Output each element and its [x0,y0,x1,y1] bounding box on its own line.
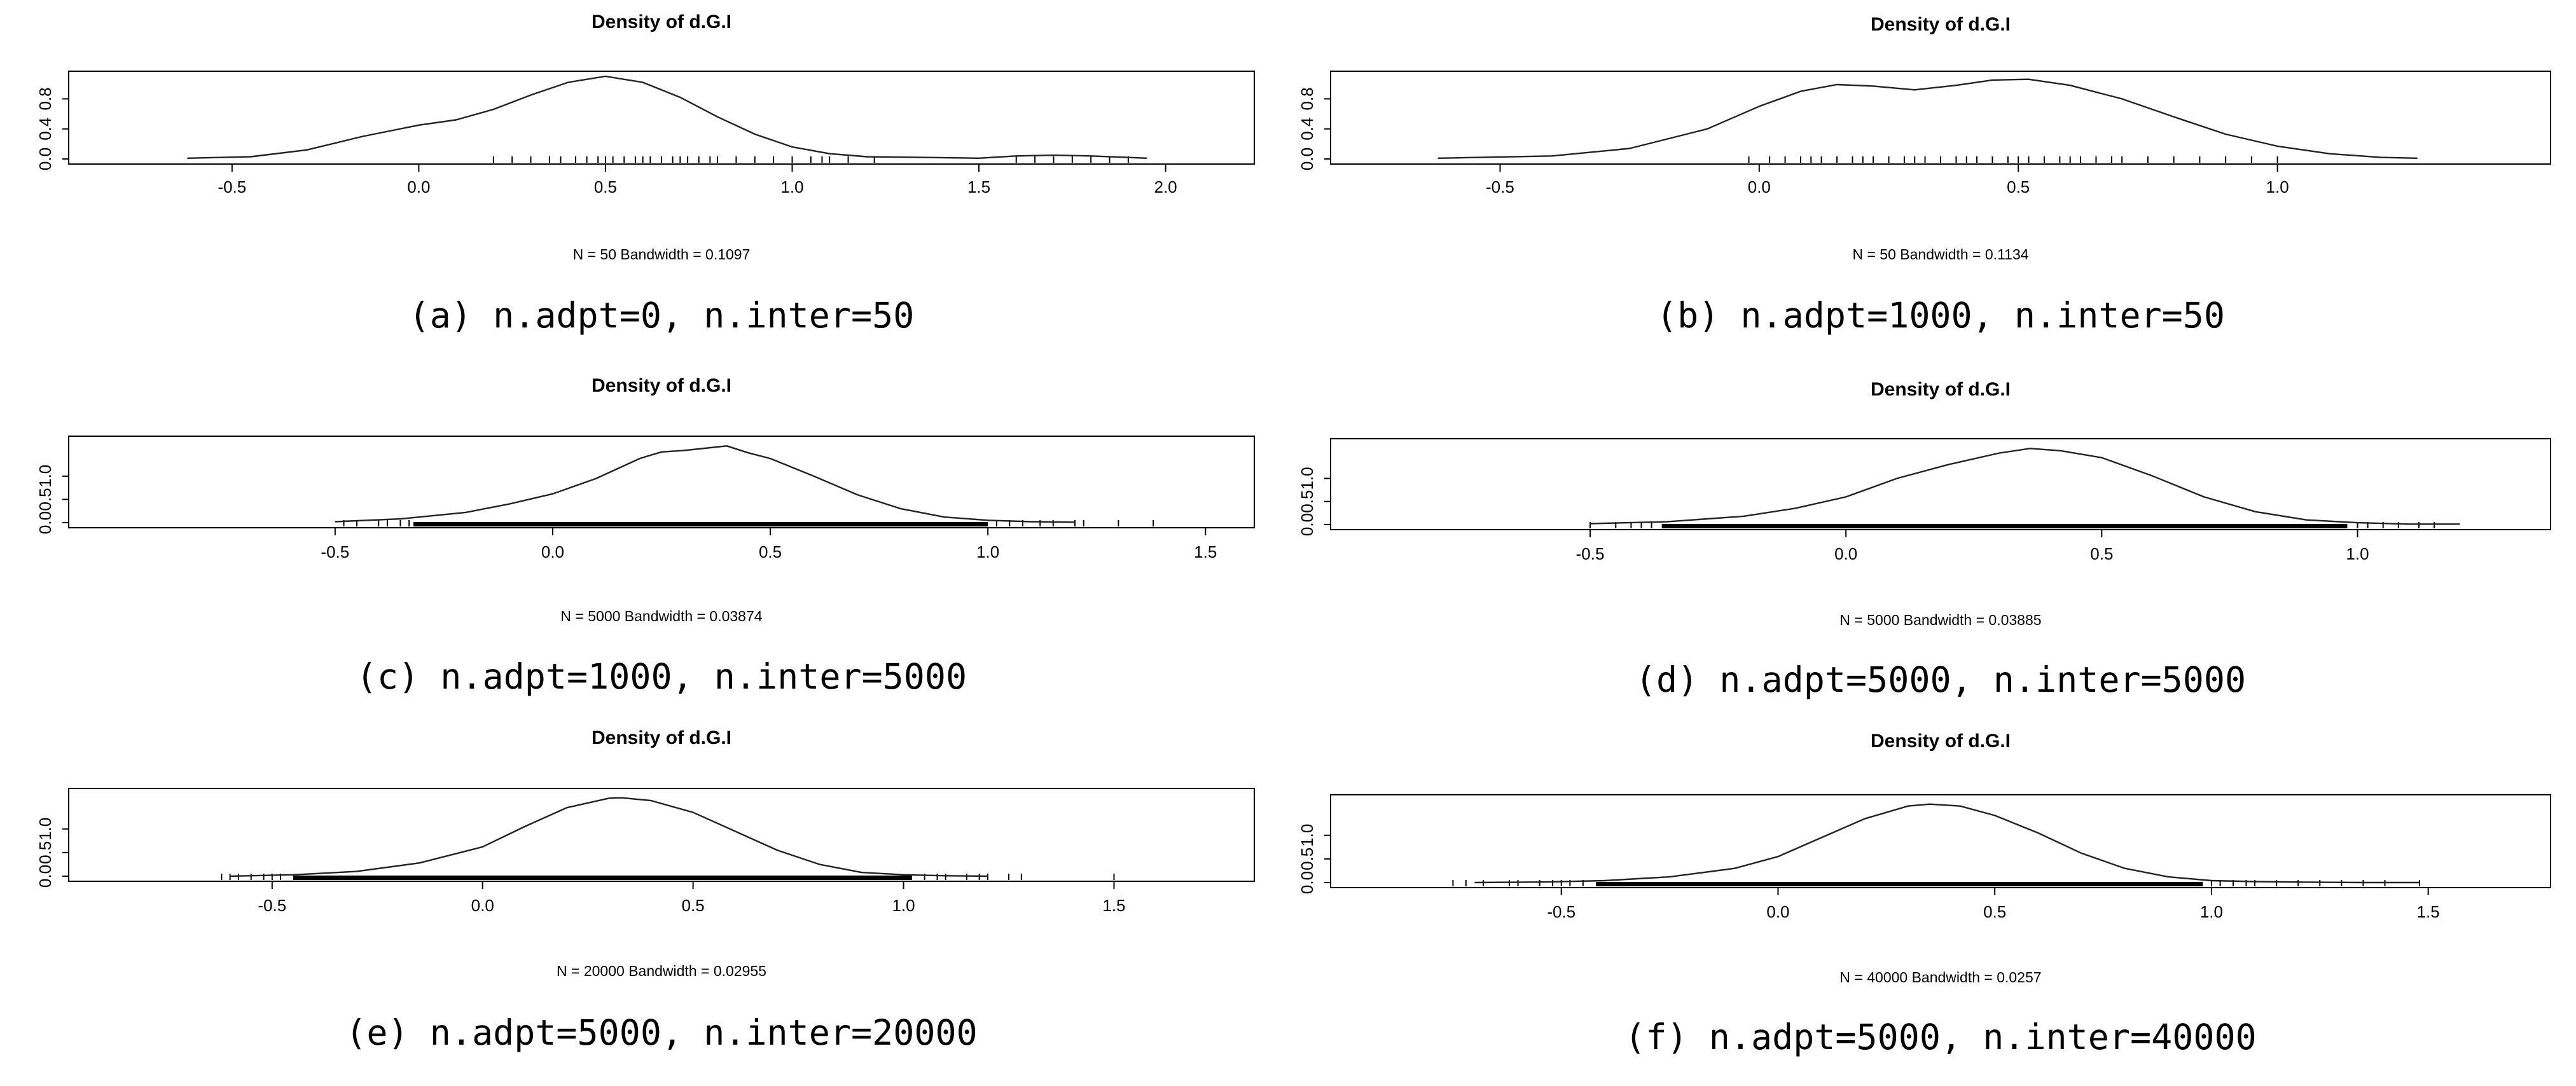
x-tick-label: 0.0 [471,896,494,915]
y-tick-label: 0.0 [36,865,55,888]
x-tick-label: 0.0 [1748,177,1771,196]
x-tick-label: 0.5 [759,542,782,561]
x-tick-label: 1.0 [780,177,803,196]
x-tick-label: -0.5 [258,896,286,915]
x-tick-label: 1.0 [892,896,915,915]
x-tick-label: 0.0 [1766,902,1789,921]
x-tick-label: 0.0 [1834,544,1857,563]
x-tick-label: 1.5 [1194,542,1217,561]
panel-caption: (f) n.adpt=5000, n.inter=40000 [1624,1017,2256,1057]
density-curve [230,797,988,877]
sample-bandwidth-note: N = 50 Bandwidth = 0.1134 [1852,246,2028,263]
x-tick-label: 2.0 [1154,177,1177,196]
y-tick-label: 0.5 [36,488,55,511]
plot-frame [1330,71,2551,165]
panel-caption: (d) n.adpt=5000, n.inter=5000 [1635,659,2246,700]
y-tick-label: 0.0 [36,148,55,170]
y-tick-label: 1.0 [1298,824,1317,847]
x-tick-label: 0.5 [594,177,617,196]
panel-caption: (b) n.adpt=1000, n.inter=50 [1656,295,2225,336]
y-tick-label: 0.8 [36,87,55,110]
chart-title: Density of d.G.I [1871,379,2011,400]
x-tick-label: -0.5 [1576,544,1605,563]
plot-frame [1330,438,2551,530]
chart-title: Density of d.G.I [592,727,731,748]
chart-panel-a: Density of d.G.I -0.5 0.0 0.5 1.0 1.5 2.0 0.0 0.… [36,11,1255,336]
sample-bandwidth-note: N = 50 Bandwidth = 0.1097 [573,246,751,263]
density-curve [335,445,1076,523]
rug-band [293,876,912,880]
y-tick-label: 0.4 [1298,118,1317,141]
x-tick-label: 1.0 [2346,544,2369,563]
x-tick-label: 1.0 [2266,177,2289,196]
chart-panel-b: Density of d.G.I -0.5 0.0 0.5 1.0 0.0 0.4 0.8 N … [1298,14,2551,336]
rug-band [1596,882,2203,886]
plot-frame [68,436,1255,528]
chart-title: Density of d.G.I [592,11,731,32]
panel-caption: (e) n.adpt=5000, n.inter=20000 [345,1012,977,1053]
x-tick-label: -0.5 [321,542,349,561]
sample-bandwidth-note: N = 20000 Bandwidth = 0.02955 [557,963,766,979]
chart-title: Density of d.G.I [592,375,731,396]
sample-bandwidth-note: N = 5000 Bandwidth = 0.03885 [1839,612,2041,628]
x-tick-label: 0.5 [2090,544,2113,563]
x-tick-label: 1.5 [2417,902,2440,921]
x-tick-label: -0.5 [1486,177,1514,196]
x-tick-label: 0.5 [682,896,705,915]
chart-panel-c: Density of d.G.I-0.5 0.0 0.5 1.0 1.50.00.51.… [36,375,1255,697]
density-curve [1437,78,2418,159]
density-curve [1474,803,2420,884]
x-tick-label: 0.5 [2007,177,2030,196]
x-tick-label: 1.0 [976,542,999,561]
sample-bandwidth-note: N = 40000 Bandwidth = 0.0257 [1839,969,2041,986]
plot-frame [68,71,1255,165]
chart-title: Density of d.G.I [1871,14,2011,35]
y-tick-label: 0.5 [1298,490,1317,513]
y-tick-label: 1.0 [1298,467,1317,490]
chart-panel-d: Density of d.G.I-0.5 0.0 0.5 1.00.00.51.0N … [1298,379,2551,700]
y-tick-label: 1.0 [36,818,55,841]
panel-caption: (a) n.adpt=0, n.inter=50 [409,295,915,336]
y-tick-label: 0.0 [1298,513,1317,536]
y-tick-label: 0.5 [36,841,55,864]
density-curve [187,75,1147,159]
x-tick-label: 0.5 [1983,902,2006,921]
y-tick-label: 0.0 [1298,148,1317,170]
y-tick-label: 0.8 [1298,87,1317,110]
y-tick-label: 0.0 [1298,871,1317,894]
y-tick-label: 0.5 [1298,848,1317,870]
x-tick-label: 1.5 [967,177,990,196]
chart-panel-e: Density of d.G.I-0.5 0.0 0.5 1.0 1.50.00.51.… [36,727,1255,1053]
density-curve [1590,448,2460,525]
chart-panel-f: Density of d.G.I-0.5 0.0 0.5 1.0 1.50.00.51.… [1298,731,2551,1057]
panel-caption: (c) n.adpt=1000, n.inter=5000 [356,656,967,697]
rug-band [413,522,988,526]
x-tick-label: 1.5 [1102,896,1125,915]
rug-band [1661,524,2348,528]
y-tick-label: 1.0 [36,465,55,488]
x-tick-label: 0.0 [541,542,564,561]
chart-title: Density of d.G.I [1871,731,2011,752]
x-tick-label: 1.0 [2200,902,2223,921]
x-tick-label: -0.5 [1547,902,1575,921]
plot-frame [68,788,1255,882]
sample-bandwidth-note: N = 5000 Bandwidth = 0.03874 [560,608,762,624]
x-tick-label: 0.0 [407,177,430,196]
y-tick-label: 0.4 [36,118,55,141]
y-tick-label: 0.0 [36,511,55,534]
x-tick-label: -0.5 [218,177,246,196]
plot-frame [1330,794,2551,888]
